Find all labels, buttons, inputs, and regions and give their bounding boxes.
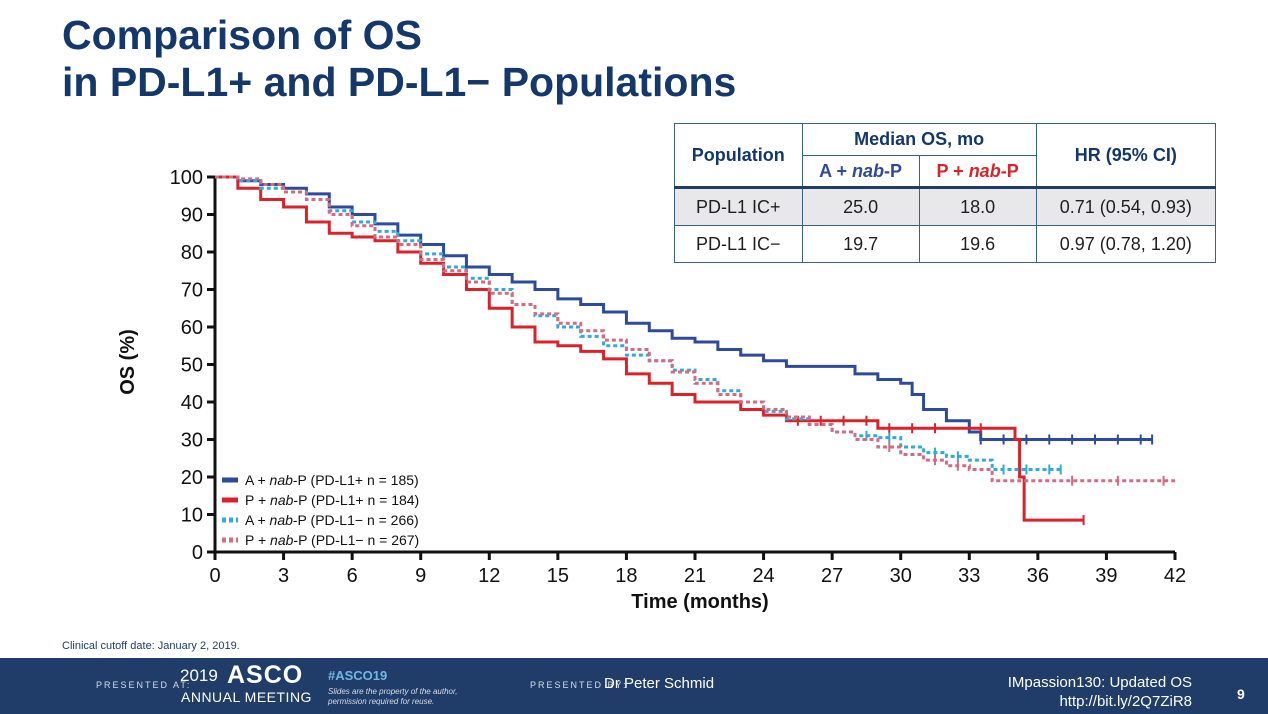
- footer-bar: PRESENTED AT: 2019 ASCO ANNUAL MEETING #…: [0, 658, 1268, 714]
- chart-axes: 0 3 6 9 12 15 18 21 24 27 30 33 36 39 4201020304050607…: [170, 167, 1187, 587]
- study-link[interactable]: http://bit.ly/2Q7ZiR8: [1059, 693, 1192, 710]
- x-tick-label: 15: [547, 565, 569, 587]
- x-tick-label: 33: [958, 565, 980, 587]
- x-tick-label: 12: [478, 565, 500, 587]
- y-tick-label: 20: [181, 467, 203, 489]
- x-tick-label: 3: [278, 565, 289, 587]
- series-line-4: [215, 175, 1175, 483]
- slide-title: Comparison of OS in PD-L1+ and PD-L1− Po…: [62, 12, 736, 106]
- hr-cell: 0.97 (0.78, 1.20): [1035, 225, 1217, 263]
- median-a-cell: 19.7: [801, 225, 920, 263]
- y-axis-label: OS (%): [117, 329, 139, 395]
- median-os-table: Population Median OS, mo HR (95% CI) A +…: [674, 123, 1217, 263]
- x-tick-label: 42: [1164, 565, 1186, 587]
- x-tick-label: 39: [1095, 565, 1117, 587]
- rights-note: Slides are the property of the author, p…: [328, 687, 458, 706]
- y-tick-label: 100: [170, 167, 203, 189]
- meeting-year: 2019: [180, 666, 218, 685]
- title-line-1: Comparison of OS: [62, 12, 422, 58]
- series-line-2: [215, 175, 1084, 522]
- median-p-cell: 19.6: [918, 225, 1037, 263]
- legend-label-1: A + nab-P (PD-L1+ n = 185): [245, 472, 419, 488]
- y-tick-label: 0: [192, 542, 203, 564]
- x-tick-label: 18: [615, 565, 637, 587]
- legend-label-3: A + nab-P (PD-L1− n = 266): [245, 512, 419, 528]
- study-name: IMpassion130: Updated OS: [1007, 674, 1192, 691]
- hashtag: #ASCO19: [328, 668, 388, 683]
- x-axis-label: Time (months): [631, 591, 768, 613]
- x-tick-label: 0: [209, 565, 220, 587]
- table-row: PD-L1 IC+ 25.0 18.0 0.71 (0.54, 0.93): [674, 187, 1217, 226]
- hr-header: HR (95% CI): [1035, 123, 1217, 189]
- y-tick-label: 10: [181, 505, 203, 527]
- x-tick-label: 21: [684, 565, 706, 587]
- population-cell: PD-L1 IC+: [674, 187, 803, 226]
- table-body: PD-L1 IC+ 25.0 18.0 0.71 (0.54, 0.93) PD-L1 …: [674, 187, 1217, 263]
- median-p-cell: 18.0: [918, 187, 1037, 226]
- y-tick-label: 90: [181, 205, 203, 227]
- x-tick-label: 9: [415, 565, 426, 587]
- km-survival-chart: 0 3 6 9 12 15 18 21 24 27 30 33 36 39 4201020304050607…: [117, 167, 1187, 613]
- x-tick-label: 36: [1027, 565, 1049, 587]
- meeting-subtitle: ANNUAL MEETING: [181, 689, 312, 705]
- series-line-1: [215, 175, 1153, 441]
- x-tick-label: 27: [821, 565, 843, 587]
- y-tick-label: 50: [181, 355, 203, 377]
- col-a-header: A + nab-P: [801, 155, 920, 189]
- title-line-2: in PD-L1+ and PD-L1− Populations: [62, 59, 737, 105]
- median-os-header: Median OS, mo: [801, 123, 1037, 156]
- y-tick-label: 30: [181, 430, 203, 452]
- presenter-name: Dr Peter Schmid: [604, 675, 715, 692]
- population-cell: PD-L1 IC−: [674, 225, 803, 263]
- legend-label-2: P + nab-P (PD-L1+ n = 184): [245, 492, 419, 508]
- x-tick-label: 24: [752, 565, 774, 587]
- presented-at-label: PRESENTED AT:: [96, 680, 192, 690]
- legend-label-4: P + nab-P (PD-L1− n = 267): [245, 532, 419, 548]
- chart-series: [215, 175, 1175, 526]
- y-tick-label: 40: [181, 392, 203, 414]
- chart-legend: A + nab-P (PD-L1+ n = 185) P + nab-P (PD-…: [222, 472, 419, 548]
- table-row: PD-L1 IC− 19.7 19.6 0.97 (0.78, 1.20): [674, 225, 1217, 263]
- y-tick-label: 80: [181, 242, 203, 264]
- y-tick-label: 60: [181, 317, 203, 339]
- median-a-cell: 25.0: [801, 187, 920, 226]
- asco-logo: ASCO: [227, 661, 304, 689]
- hr-cell: 0.71 (0.54, 0.93): [1035, 187, 1217, 226]
- population-header: Population: [674, 123, 803, 189]
- x-tick-label: 6: [347, 565, 358, 587]
- presented-by-label: PRESENTED BY:: [530, 680, 628, 690]
- page-number: 9: [1237, 686, 1245, 702]
- col-p-header: P + nab-P: [918, 155, 1037, 189]
- x-tick-label: 30: [890, 565, 912, 587]
- cutoff-note: Clinical cutoff date: January 2, 2019.: [62, 640, 240, 652]
- y-tick-label: 70: [181, 280, 203, 302]
